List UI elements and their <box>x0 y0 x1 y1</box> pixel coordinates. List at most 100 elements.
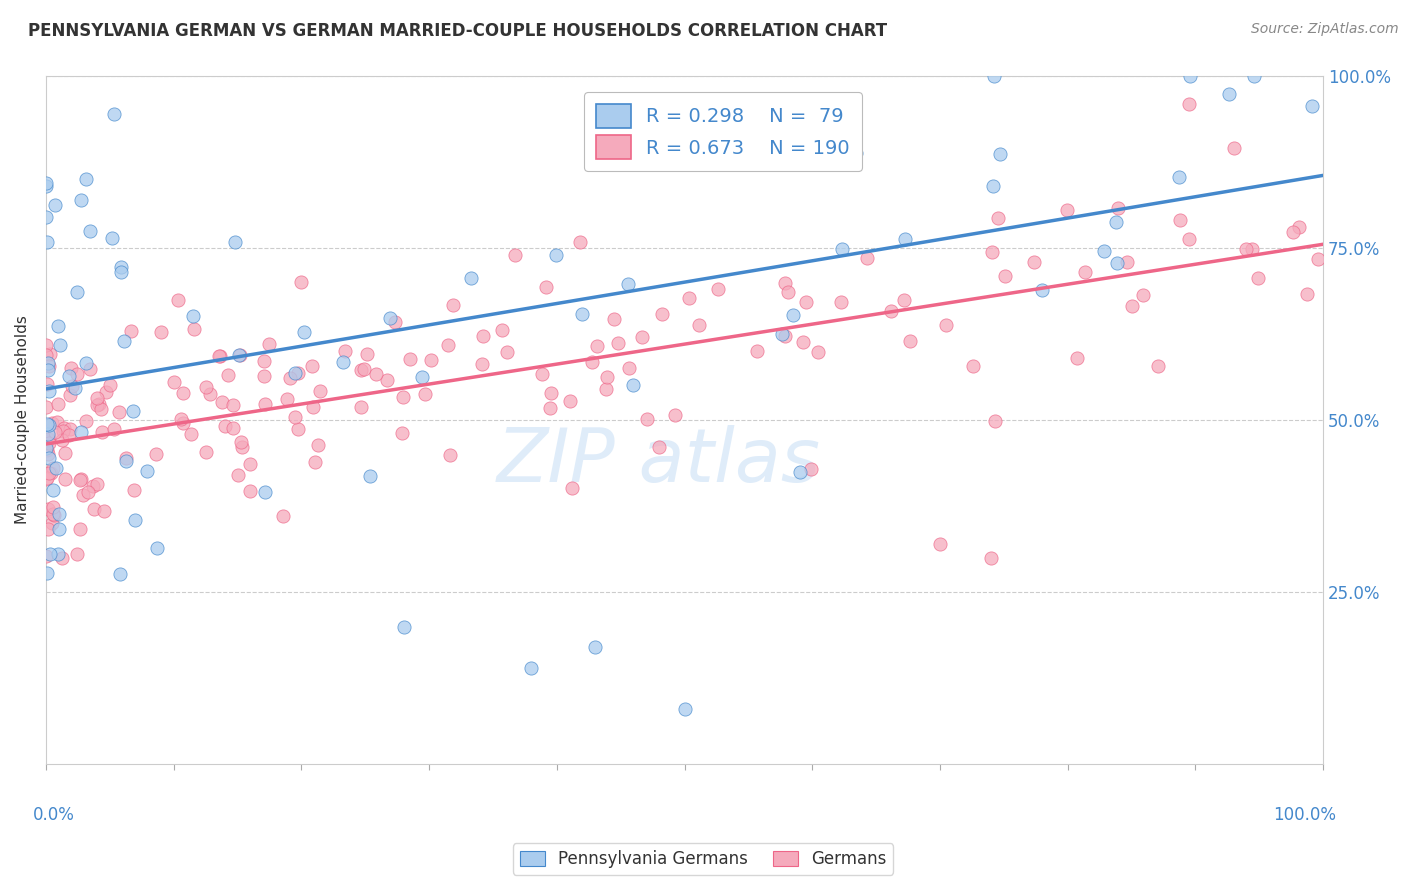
Point <box>707 282 730 296</box>
Point <box>471 329 494 343</box>
Point <box>259 337 281 351</box>
Point <box>183 322 205 336</box>
Point <box>217 368 239 382</box>
Point <box>651 308 673 322</box>
Point <box>1105 215 1128 229</box>
Point <box>72 488 94 502</box>
Point <box>284 410 307 425</box>
Point <box>41 461 63 475</box>
Point <box>55 445 77 459</box>
Point <box>48 396 70 410</box>
Point <box>1132 287 1154 301</box>
Point <box>135 463 157 477</box>
Point <box>856 251 879 265</box>
Point <box>349 362 371 376</box>
Point <box>880 303 903 318</box>
Point <box>37 427 59 442</box>
Point <box>392 619 415 633</box>
Point <box>437 338 460 352</box>
Text: ZIP atlas: ZIP atlas <box>496 425 821 497</box>
Point <box>37 432 59 446</box>
Point <box>52 424 75 438</box>
Point <box>66 285 89 300</box>
Point <box>39 466 62 480</box>
Point <box>254 485 277 500</box>
Point <box>583 640 606 655</box>
Point <box>75 356 97 370</box>
Point <box>1306 252 1329 266</box>
Point <box>276 392 298 406</box>
Point <box>66 367 89 381</box>
Point <box>83 502 105 516</box>
Point <box>66 547 89 561</box>
Legend: R = 0.298    N =  79, R = 0.673    N = 190: R = 0.298 N = 79, R = 0.673 N = 190 <box>583 92 862 170</box>
Point <box>110 566 132 581</box>
Point <box>35 471 58 485</box>
Point <box>228 348 250 362</box>
Point <box>987 211 1010 225</box>
Point <box>253 397 276 411</box>
Point <box>770 327 793 342</box>
Point <box>540 386 562 401</box>
Point <box>114 453 136 467</box>
Point <box>845 146 868 161</box>
Point <box>1240 243 1263 257</box>
Point <box>35 176 58 190</box>
Point <box>253 368 276 383</box>
Point <box>195 444 218 458</box>
Point <box>181 309 204 323</box>
Point <box>301 359 323 374</box>
Point <box>503 247 526 261</box>
Point <box>124 513 146 527</box>
Point <box>52 421 75 435</box>
Point <box>1288 219 1310 234</box>
Point <box>1282 225 1305 239</box>
Point <box>284 367 307 381</box>
Point <box>1296 287 1319 301</box>
Point <box>35 338 58 352</box>
Point <box>69 474 91 488</box>
Point <box>100 231 122 245</box>
Point <box>115 450 138 465</box>
Point <box>789 465 811 479</box>
Point <box>38 436 60 450</box>
Text: 0.0%: 0.0% <box>34 805 75 823</box>
Point <box>1243 69 1265 83</box>
Point <box>1177 96 1199 111</box>
Point <box>229 348 252 362</box>
Point <box>35 417 58 431</box>
Point <box>1168 213 1191 227</box>
Point <box>307 437 329 451</box>
Point <box>231 441 253 455</box>
Point <box>103 422 125 436</box>
Point <box>35 566 58 580</box>
Point <box>86 392 108 406</box>
Point <box>214 418 236 433</box>
Point <box>1146 359 1168 373</box>
Point <box>222 421 245 435</box>
Point <box>121 404 143 418</box>
Point <box>198 387 221 401</box>
Point <box>146 541 169 555</box>
Point <box>166 293 188 307</box>
Point <box>35 442 58 457</box>
Point <box>607 335 630 350</box>
Point <box>981 245 1004 260</box>
Point <box>239 484 262 499</box>
Point <box>375 373 398 387</box>
Point <box>1167 169 1189 184</box>
Point <box>831 243 853 257</box>
Point <box>688 318 710 332</box>
Point <box>86 398 108 412</box>
Point <box>44 198 66 212</box>
Point <box>44 460 66 475</box>
Point <box>1116 254 1139 268</box>
Point <box>894 231 917 245</box>
Point <box>96 384 118 399</box>
Point <box>636 412 658 426</box>
Point <box>51 550 73 565</box>
Point <box>364 367 387 381</box>
Point <box>1056 202 1078 217</box>
Point <box>271 508 294 523</box>
Point <box>962 359 984 373</box>
